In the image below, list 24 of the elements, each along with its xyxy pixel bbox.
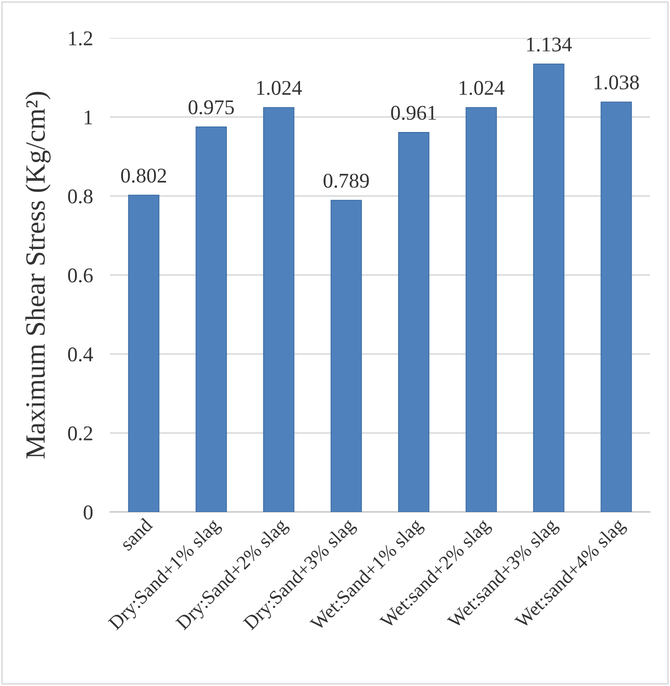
bar	[263, 107, 294, 512]
bar	[128, 194, 160, 512]
bar	[330, 200, 362, 512]
y-tick-label: 0.6	[68, 268, 93, 283]
data-label: 0.975	[188, 100, 234, 114]
y-tick-label: 1.2	[69, 31, 92, 46]
y-tick-label: 1	[84, 110, 92, 124]
data-label: 1.024	[460, 80, 504, 96]
data-label: 0.789	[324, 174, 369, 188]
data-label: 1.024	[257, 80, 302, 96]
y-tick-label: 0.2	[68, 426, 92, 441]
data-label: 0.802	[121, 168, 166, 183]
bar	[533, 64, 564, 512]
bar	[196, 126, 227, 512]
bar	[398, 132, 430, 512]
y-axis-title: Maximum Shear Stress (Kg/cm²)	[25, 92, 51, 459]
bar	[600, 102, 632, 512]
y-tick-label: 0	[84, 505, 93, 520]
data-label: 1.134	[527, 38, 572, 52]
y-tick-label: 0.8	[68, 189, 93, 204]
data-label: 1.038	[594, 75, 639, 90]
bar	[466, 107, 497, 512]
y-tick-label: 0.4	[68, 347, 94, 362]
data-label: 0.961	[391, 106, 436, 120]
